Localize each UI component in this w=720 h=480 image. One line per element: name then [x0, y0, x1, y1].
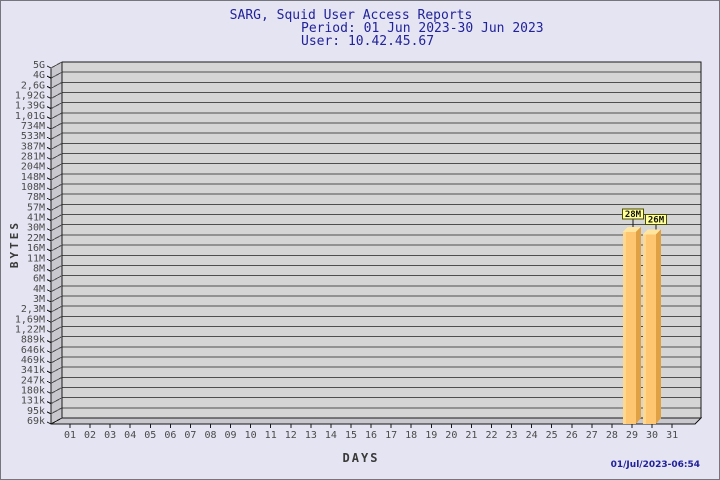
- svg-text:734M: 734M: [21, 121, 45, 132]
- svg-text:16M: 16M: [27, 243, 45, 254]
- svg-text:22: 22: [485, 430, 497, 441]
- x-axis-title: DAYS: [342, 451, 380, 465]
- chart-user: User: 10.42.45.67: [301, 34, 435, 49]
- svg-text:04: 04: [124, 430, 136, 441]
- svg-text:10: 10: [245, 430, 257, 441]
- svg-text:23: 23: [506, 430, 518, 441]
- svg-text:2,6G: 2,6G: [21, 80, 45, 91]
- svg-text:17: 17: [385, 430, 397, 441]
- svg-text:24: 24: [526, 430, 538, 441]
- svg-text:341k: 341k: [21, 365, 45, 376]
- svg-text:57M: 57M: [27, 202, 45, 213]
- svg-text:21: 21: [465, 430, 477, 441]
- svg-text:1,92G: 1,92G: [15, 91, 45, 102]
- chart-period: Period: 01 Jun 2023-30 Jun 2023: [301, 21, 544, 36]
- svg-text:78M: 78M: [27, 192, 45, 203]
- svg-text:1,39G: 1,39G: [15, 101, 45, 112]
- svg-text:15: 15: [345, 430, 357, 441]
- bar-day-29: 28M: [621, 208, 644, 424]
- generation-timestamp: 01/Jul/2023-06:54: [610, 460, 700, 470]
- svg-text:889k: 889k: [21, 335, 45, 346]
- svg-text:29: 29: [626, 430, 638, 441]
- svg-text:26: 26: [566, 430, 578, 441]
- svg-text:11: 11: [265, 430, 277, 441]
- svg-text:95k: 95k: [27, 406, 45, 417]
- svg-text:1,22M: 1,22M: [15, 324, 45, 335]
- svg-text:19: 19: [425, 430, 437, 441]
- svg-text:2,3M: 2,3M: [21, 304, 45, 315]
- svg-text:3M: 3M: [33, 294, 45, 305]
- svg-text:12: 12: [285, 430, 297, 441]
- svg-text:4G: 4G: [33, 70, 45, 81]
- svg-text:533M: 533M: [21, 131, 45, 142]
- svg-text:25: 25: [546, 430, 558, 441]
- svg-text:387M: 387M: [21, 141, 45, 152]
- svg-text:204M: 204M: [21, 162, 45, 173]
- svg-text:08: 08: [204, 430, 216, 441]
- svg-text:13: 13: [305, 430, 317, 441]
- x-axis-labels: 01 02 03 04 05 06 07 08 09 10 11 12 13 14 15 16 17 18 19 20…: [64, 424, 678, 441]
- svg-text:646k: 646k: [21, 345, 45, 356]
- svg-text:01: 01: [64, 430, 76, 441]
- svg-text:18: 18: [405, 430, 417, 441]
- svg-text:180k: 180k: [21, 385, 45, 396]
- svg-text:14: 14: [325, 430, 337, 441]
- gridlines: [62, 61, 701, 419]
- svg-text:1,69M: 1,69M: [15, 314, 45, 325]
- svg-text:108M: 108M: [21, 182, 45, 193]
- floor: [50, 417, 703, 425]
- svg-text:6M: 6M: [33, 274, 45, 285]
- chart-title: SARG, Squid User Access Reports: [229, 8, 473, 23]
- svg-text:30M: 30M: [27, 223, 45, 234]
- svg-text:247k: 247k: [21, 375, 45, 386]
- svg-text:30: 30: [646, 430, 658, 441]
- svg-text:20: 20: [445, 430, 457, 441]
- left-wall: [50, 61, 63, 425]
- svg-text:11M: 11M: [27, 253, 45, 264]
- bar-day-30: 26M: [643, 213, 668, 424]
- bar-value-label: 26M: [645, 213, 668, 225]
- svg-text:26M: 26M: [648, 215, 665, 225]
- svg-text:03: 03: [104, 430, 116, 441]
- svg-text:07: 07: [184, 430, 196, 441]
- svg-text:469k: 469k: [21, 355, 45, 366]
- svg-text:22M: 22M: [27, 233, 45, 244]
- svg-text:05: 05: [144, 430, 156, 441]
- svg-text:02: 02: [84, 430, 96, 441]
- svg-text:8M: 8M: [33, 263, 45, 274]
- svg-text:281M: 281M: [21, 152, 45, 163]
- svg-text:28M: 28M: [625, 210, 642, 220]
- svg-text:131k: 131k: [21, 396, 45, 407]
- y-axis-title: BYTES: [8, 219, 21, 269]
- svg-text:31: 31: [666, 430, 678, 441]
- svg-text:1,01G: 1,01G: [15, 111, 45, 122]
- plot-area: [62, 62, 701, 418]
- svg-text:148M: 148M: [21, 172, 45, 183]
- svg-text:69k: 69k: [27, 416, 45, 427]
- svg-text:06: 06: [164, 430, 176, 441]
- svg-text:5G: 5G: [33, 60, 45, 71]
- svg-text:28: 28: [606, 430, 618, 441]
- y-axis-labels: 5G4G2,6G1,92G1,39G1,01G734M533M387M281M2…: [15, 60, 52, 427]
- bar-value-label: 28M: [621, 208, 644, 220]
- svg-text:27: 27: [586, 430, 598, 441]
- svg-text:16: 16: [365, 430, 377, 441]
- svg-text:4M: 4M: [33, 284, 45, 295]
- svg-text:41M: 41M: [27, 213, 45, 224]
- bars: 28M 26M: [621, 208, 668, 424]
- svg-text:09: 09: [225, 430, 237, 441]
